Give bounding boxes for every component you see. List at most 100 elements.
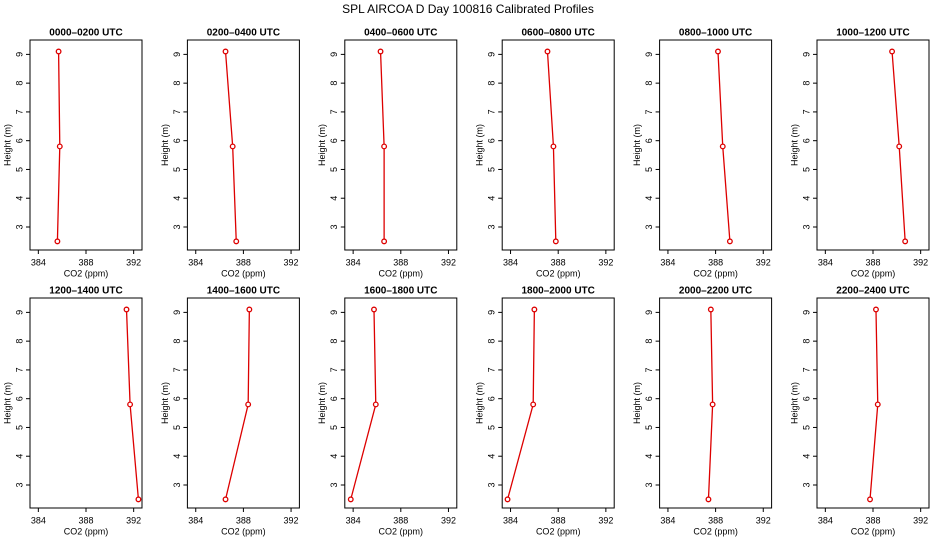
y-tick-label: 7	[487, 367, 497, 372]
y-tick-label: 3	[172, 224, 182, 229]
subplot-title: 0000–0200 UTC	[49, 28, 122, 39]
x-tick-label: 384	[660, 515, 675, 525]
y-tick-label: 6	[329, 396, 339, 401]
y-tick-label: 3	[172, 482, 182, 487]
x-tick-label: 388	[551, 515, 566, 525]
data-point	[347, 496, 354, 503]
plot-frame	[501, 297, 615, 509]
x-tick-label: 392	[756, 257, 771, 267]
y-tick-label: 9	[14, 310, 24, 315]
y-tick-label: 4	[644, 454, 654, 459]
y-tick-label: 8	[14, 339, 24, 344]
data-point	[371, 306, 377, 313]
x-tick-label: 384	[31, 257, 46, 267]
x-axis-label: CO2 (ppm)	[64, 268, 109, 278]
data-point	[233, 238, 240, 245]
y-tick-label: 6	[329, 138, 339, 143]
data-point	[707, 306, 714, 313]
data-point	[381, 238, 388, 245]
y-tick-label: 5	[14, 167, 24, 172]
subplot-title: 1000–1200 UTC	[836, 28, 909, 39]
x-tick-label: 384	[188, 515, 203, 525]
y-tick-label: 7	[644, 109, 654, 114]
y-tick-label: 9	[329, 52, 339, 57]
y-tick-label: 7	[644, 367, 654, 372]
x-tick-label: 392	[598, 257, 613, 267]
data-point	[705, 496, 712, 503]
x-tick-label: 392	[284, 257, 299, 267]
y-axis-label: Height (m)	[160, 382, 170, 424]
data-point	[135, 496, 142, 503]
x-tick-label: 388	[236, 515, 251, 525]
y-tick-label: 6	[487, 396, 497, 401]
y-tick-label: 8	[644, 81, 654, 86]
plot-frame	[659, 297, 773, 509]
data-point	[867, 496, 873, 503]
y-tick-label: 5	[487, 425, 497, 430]
x-tick-label: 392	[441, 515, 456, 525]
y-tick-label: 3	[487, 224, 497, 229]
x-tick-label: 384	[503, 515, 518, 525]
y-tick-label: 5	[801, 167, 811, 172]
y-tick-label: 7	[14, 367, 24, 372]
plot-frame	[186, 39, 300, 251]
y-tick-label: 8	[487, 339, 497, 344]
data-point	[715, 48, 721, 55]
x-axis-label: CO2 (ppm)	[851, 268, 896, 278]
subplot-title: 1600–1800 UTC	[364, 286, 437, 297]
y-axis-label: Height (m)	[317, 382, 327, 424]
subplot-title: 0400–0600 UTC	[364, 28, 437, 39]
subplot-title: 0800–1000 UTC	[679, 28, 752, 39]
y-tick-label: 8	[329, 81, 339, 86]
y-tick-label: 9	[329, 310, 339, 315]
x-tick-label: 384	[660, 257, 675, 267]
data-point	[719, 143, 726, 150]
data-point	[896, 143, 903, 150]
y-tick-label: 8	[801, 339, 811, 344]
x-tick-label: 388	[865, 257, 880, 267]
y-tick-label: 7	[329, 109, 339, 114]
subplot-title: 2200–2400 UTC	[836, 286, 909, 297]
data-point	[56, 143, 63, 150]
x-tick-label: 392	[441, 257, 456, 267]
x-axis-label: CO2 (ppm)	[536, 268, 581, 278]
y-tick-label: 5	[14, 425, 24, 430]
plot-frame	[816, 297, 930, 509]
data-point	[54, 238, 61, 245]
y-tick-label: 5	[172, 167, 182, 172]
y-tick-label: 9	[644, 310, 654, 315]
y-tick-label: 6	[644, 138, 654, 143]
data-point	[222, 48, 229, 55]
x-tick-label: 384	[503, 257, 518, 267]
y-tick-label: 8	[644, 339, 654, 344]
y-tick-label: 8	[172, 81, 182, 86]
data-point	[550, 143, 557, 150]
subplot-title: 0600–0800 UTC	[522, 28, 595, 39]
x-tick-label: 388	[78, 515, 93, 525]
y-axis-label: Height (m)	[317, 124, 327, 166]
y-tick-label: 3	[801, 224, 811, 229]
data-point	[123, 306, 130, 313]
y-axis-label: Height (m)	[789, 124, 799, 166]
y-tick-label: 6	[172, 396, 182, 401]
data-point	[55, 48, 62, 55]
y-axis-label: Height (m)	[160, 124, 170, 166]
data-point	[552, 238, 559, 245]
x-tick-label: 392	[126, 515, 141, 525]
y-tick-label: 9	[487, 310, 497, 315]
x-tick-label: 392	[913, 515, 928, 525]
y-tick-label: 8	[14, 81, 24, 86]
y-tick-label: 7	[801, 109, 811, 114]
y-tick-label: 7	[329, 367, 339, 372]
y-tick-label: 4	[801, 196, 811, 201]
y-tick-label: 3	[644, 224, 654, 229]
y-tick-label: 9	[801, 52, 811, 57]
x-tick-label: 388	[236, 257, 251, 267]
y-tick-label: 9	[172, 52, 182, 57]
y-tick-label: 8	[172, 339, 182, 344]
subplot-title: 2000–2200 UTC	[679, 286, 752, 297]
data-point	[709, 401, 716, 408]
x-axis-label: CO2 (ppm)	[379, 526, 424, 536]
y-tick-label: 9	[14, 52, 24, 57]
